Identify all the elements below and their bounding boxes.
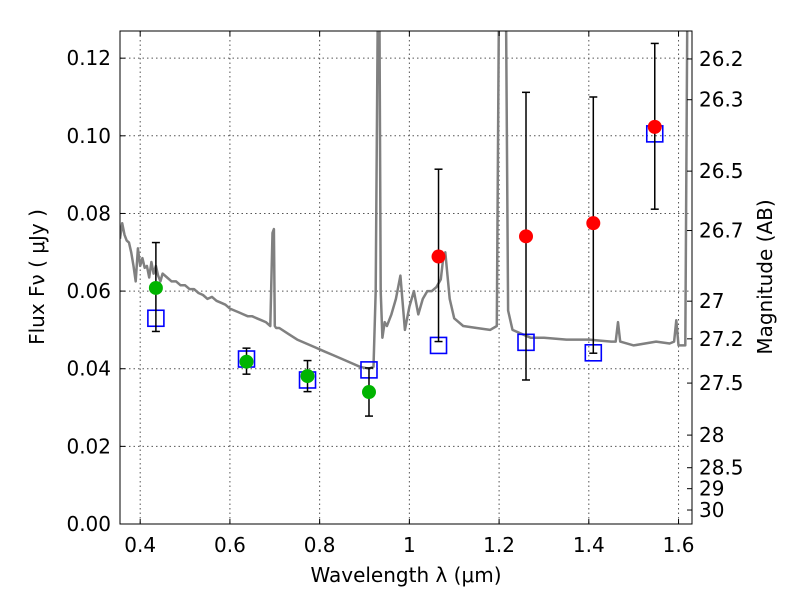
marker-layer (147, 42, 664, 417)
data-point (361, 385, 376, 400)
x-tick-label: 1.6 (663, 533, 695, 557)
y-tick-label: 0.12 (66, 46, 111, 70)
right-tick-label: 29 (699, 477, 724, 501)
data-point (239, 354, 254, 369)
x-tick-label: 1 (403, 533, 416, 557)
plot-frame (119, 30, 693, 525)
right-tick-label: 30 (699, 498, 724, 522)
right-tick-label: 27.2 (699, 327, 744, 351)
data-point (431, 249, 446, 264)
y-tick-label: 0.00 (66, 512, 111, 536)
right-axis-label: Magnitude (AB) (753, 199, 777, 354)
spectrum-line-layer (120, 31, 689, 370)
y-axis-label: Flux Fν ( μJy ) (25, 209, 49, 345)
data-point (519, 229, 534, 244)
x-tick-label: 0.4 (124, 533, 156, 557)
right-tick-label: 26.7 (699, 219, 744, 243)
data-point (586, 216, 601, 231)
tick-layer: 0.4 0.6 0.8 1 1.2 1.4 1.6 0.00 0.02 0.04 0.06 0.08 0… (66, 31, 744, 557)
x-axis-label: Wavelength λ (μm) (310, 563, 501, 587)
data-point (300, 369, 315, 384)
data-point (647, 119, 662, 134)
y-tick-label: 0.10 (66, 124, 111, 148)
y-tick-label: 0.06 (66, 279, 111, 303)
right-tick-label: 27 (699, 289, 724, 313)
y-tick-label: 0.02 (66, 434, 111, 458)
y-tick-label: 0.08 (66, 201, 111, 225)
data-point (148, 280, 163, 295)
grid (120, 31, 692, 525)
right-tick-label: 28 (699, 423, 724, 447)
right-tick-label: 27.5 (699, 371, 744, 395)
spectrum-line (120, 31, 689, 370)
right-tick-label: 28.5 (699, 456, 744, 480)
x-tick-label: 0.6 (214, 533, 246, 557)
y-tick-label: 0.04 (66, 357, 111, 381)
right-tick-label: 26.3 (699, 88, 744, 112)
right-tick-label: 26.2 (699, 47, 744, 71)
x-tick-label: 1.4 (573, 533, 605, 557)
x-tick-label: 1.2 (483, 533, 515, 557)
x-tick-label: 0.8 (304, 533, 336, 557)
right-tick-label: 26.5 (699, 159, 744, 183)
